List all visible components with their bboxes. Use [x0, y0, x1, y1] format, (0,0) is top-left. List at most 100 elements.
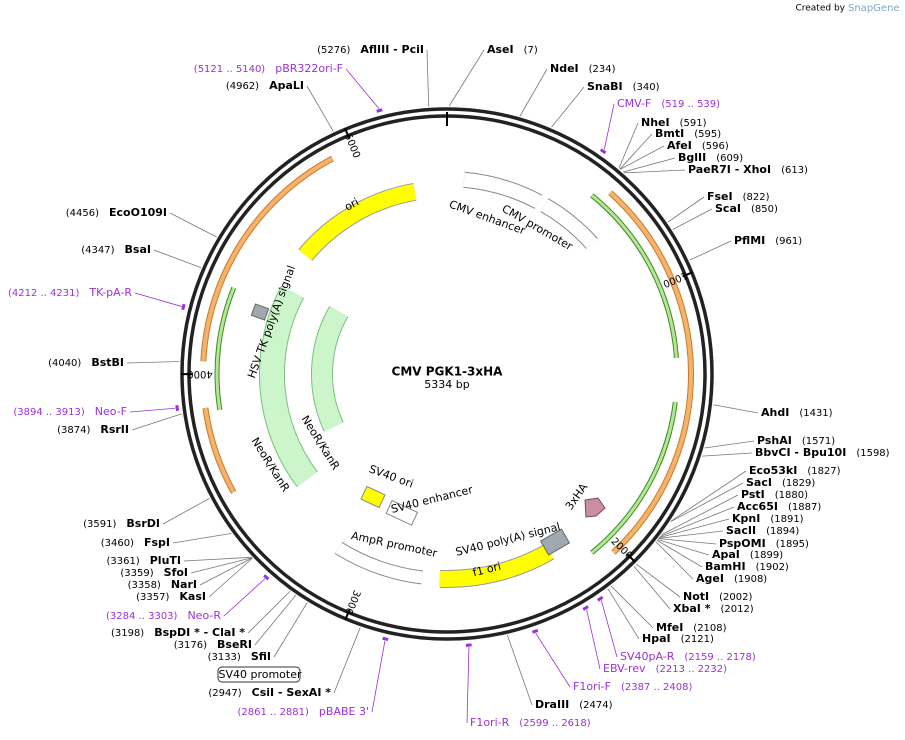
neo-arc-fill	[312, 306, 348, 432]
enzyme-position: (5276)	[317, 45, 350, 56]
tick	[344, 127, 351, 139]
map-title: CMV PGK1-3xHA	[392, 365, 504, 379]
primer-name: F1ori-R	[470, 716, 510, 729]
enzyme-position: (3176)	[174, 640, 207, 651]
primer-name: TK-pA-R	[88, 286, 132, 299]
enzyme-name: EcoO109I	[109, 206, 167, 219]
enzyme-name: ApaI	[712, 548, 740, 561]
enzyme-leader	[623, 157, 676, 173]
primer-range: (3894 .. 3913)	[13, 407, 85, 418]
enzyme-position: (234)	[589, 64, 616, 75]
enzyme-leader	[672, 208, 713, 230]
feature-label: SV40 promoter	[218, 668, 302, 681]
tick	[626, 553, 636, 563]
primer-mark	[599, 148, 607, 155]
ori-arc-fill	[299, 183, 417, 261]
enzyme-position: (3460)	[101, 538, 134, 549]
primer-name: SV40pA-R	[620, 650, 675, 663]
enzyme-name: AhdI	[761, 406, 789, 419]
enzyme-position: (3198)	[111, 628, 144, 639]
enzyme-position: (613)	[781, 165, 808, 176]
enzyme-name: AgeI	[696, 572, 724, 585]
enzyme-position: (1598)	[856, 448, 889, 459]
sv40-ori-box	[360, 485, 386, 509]
enzyme-position: (961)	[775, 236, 802, 247]
enzyme-leader	[657, 539, 710, 556]
enzyme-name: SfiI	[251, 650, 271, 663]
enzyme-position: (591)	[680, 118, 707, 129]
enzyme-name: SacII	[726, 524, 756, 537]
primer-range: (2861 .. 2881)	[238, 707, 310, 718]
cmv-arc-fill	[463, 172, 542, 209]
enzyme-leader	[704, 440, 755, 449]
primer-name: EBV-rev	[603, 662, 646, 675]
enzyme-leader	[519, 68, 548, 117]
tick-label: 1000	[661, 269, 689, 289]
enzyme-leader	[126, 361, 180, 364]
primer-range: (4212 .. 4231)	[8, 288, 80, 299]
enzyme-position: (3361)	[106, 556, 139, 567]
enzyme-position: (2012)	[720, 604, 753, 615]
enzyme-leader	[702, 452, 753, 457]
enzyme-leader	[551, 86, 585, 128]
primer-mark	[376, 108, 383, 113]
enzyme-leader	[635, 563, 681, 598]
primer-range: (3284 .. 3303)	[106, 611, 178, 622]
enzyme-name: MfeI	[656, 621, 683, 634]
enzyme-leader	[610, 585, 654, 629]
primer-range: (5121 .. 5140)	[194, 64, 266, 75]
enzyme-leader	[131, 413, 183, 431]
enzyme-name: CsiI - SexAI *	[252, 686, 332, 699]
enzyme-leader	[607, 588, 640, 640]
enzyme-leader	[306, 85, 334, 132]
primer-range: (2387 .. 2408)	[621, 682, 693, 693]
enzyme-position: (3874)	[57, 425, 90, 436]
enzyme-leader	[689, 240, 732, 261]
enzyme-name: DraIII	[535, 698, 569, 711]
enzyme-position: (4456)	[66, 208, 99, 219]
enzyme-leader	[713, 404, 759, 414]
primer-mark	[382, 636, 389, 642]
primer-leader	[129, 407, 176, 413]
orange-arc	[202, 407, 237, 494]
enzyme-leader	[658, 530, 724, 539]
enzyme-name: NdeI	[550, 62, 579, 75]
enzyme-leader	[190, 557, 253, 574]
ha-arrow	[584, 497, 606, 518]
enzyme-leader	[183, 556, 252, 562]
green-arc-fill	[215, 287, 236, 411]
enzyme-name: AseI	[487, 43, 514, 56]
enzyme-position: (1899)	[750, 550, 783, 561]
tick-label: 4000	[187, 368, 212, 379]
enzyme-leader	[619, 145, 665, 170]
enzyme-name: HpaI	[642, 632, 671, 645]
sv40pa-box	[539, 528, 571, 556]
primer-leader	[603, 103, 615, 150]
primer-mark	[582, 605, 589, 611]
primer-leader	[535, 633, 571, 688]
enzyme-name: BsrDI	[126, 517, 160, 530]
enzyme-position: (3358)	[128, 580, 161, 591]
enzyme-name: BstBI	[91, 356, 124, 369]
primer-name: Neo-F	[95, 405, 127, 418]
enzyme-leader	[254, 595, 297, 646]
primer-leader	[586, 609, 601, 670]
feature-label: SV40 enhancer	[390, 483, 475, 516]
enzyme-leader	[661, 494, 739, 536]
enzyme-leader	[169, 212, 217, 238]
enzyme-position: (2474)	[579, 700, 612, 711]
enzyme-name: Acc65I	[737, 500, 778, 513]
enzyme-leader	[172, 532, 232, 544]
enzyme-position: (850)	[751, 204, 778, 215]
primer-range: (519 .. 539)	[661, 99, 720, 110]
primer-leader	[345, 68, 380, 109]
enzyme-position: (2002)	[719, 592, 752, 603]
enzyme-name: PaeR7I - XhoI	[688, 163, 771, 176]
primer-leader	[466, 647, 470, 724]
enzyme-name: KasI	[179, 590, 206, 603]
enzyme-name: BamHI	[705, 560, 746, 573]
enzyme-name: FspI	[144, 536, 170, 549]
tick-label: 5000	[342, 132, 362, 160]
enzyme-position: (595)	[694, 129, 721, 140]
